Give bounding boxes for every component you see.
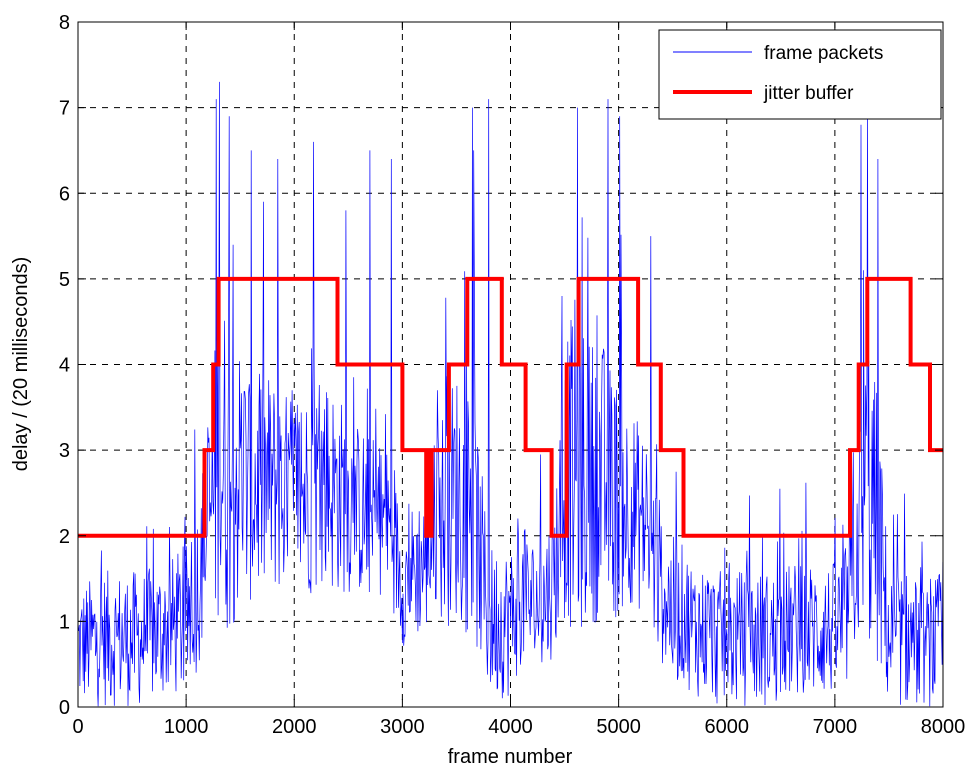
y-axis-label: delay / (20 milliseconds) bbox=[10, 257, 32, 472]
y-tick-label: 6 bbox=[59, 183, 70, 205]
series-jitter-buffer bbox=[78, 276, 943, 538]
y-tick-label: 1 bbox=[59, 611, 70, 633]
x-tick-label: 8000 bbox=[921, 716, 966, 738]
y-tick-label: 2 bbox=[59, 526, 70, 548]
x-tick-label: 1000 bbox=[164, 716, 209, 738]
y-tick-label: 3 bbox=[59, 440, 70, 462]
legend: frame packets jitter buffer bbox=[658, 29, 942, 120]
y-tick-labels: 0 1 2 3 4 5 6 7 8 bbox=[59, 12, 70, 719]
y-tick-label: 7 bbox=[59, 98, 70, 120]
plot-area bbox=[77, 21, 944, 708]
ticks bbox=[77, 21, 944, 708]
legend-box bbox=[658, 29, 942, 120]
y-tick-label: 0 bbox=[59, 697, 70, 719]
x-tick-label: 5000 bbox=[596, 716, 641, 738]
x-tick-labels: 0 1000 2000 3000 4000 5000 6000 7000 8000 bbox=[72, 716, 965, 738]
legend-label-jitter-buffer: jitter buffer bbox=[763, 83, 854, 104]
legend-label-frame-packets: frame packets bbox=[764, 43, 883, 64]
series-line-frame-packets bbox=[78, 81, 943, 707]
x-axis-label: frame number bbox=[448, 746, 573, 768]
x-tick-label: 7000 bbox=[813, 716, 858, 738]
x-tick-label: 4000 bbox=[488, 716, 533, 738]
y-tick-label: 8 bbox=[59, 12, 70, 34]
x-tick-label: 3000 bbox=[380, 716, 425, 738]
series-frame-packets bbox=[78, 81, 943, 707]
x-tick-label: 6000 bbox=[705, 716, 750, 738]
x-tick-label: 0 bbox=[72, 716, 83, 738]
y-tick-label: 5 bbox=[59, 269, 70, 291]
x-tick-label: 2000 bbox=[272, 716, 317, 738]
y-tick-label: 4 bbox=[59, 355, 70, 377]
series-line-jitter-buffer bbox=[78, 276, 943, 538]
